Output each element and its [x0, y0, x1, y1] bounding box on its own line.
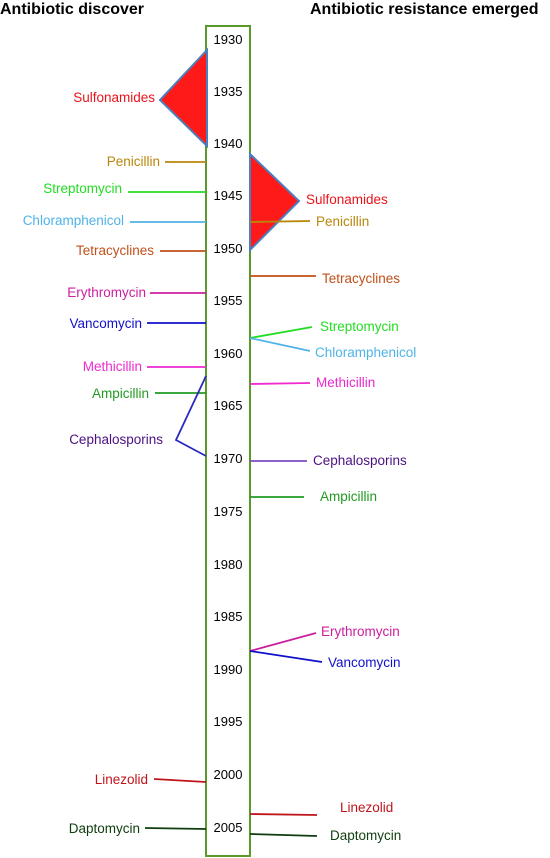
- year-label: 1990: [214, 662, 243, 677]
- discovery-sulfonamides-label: Sulfonamides: [73, 90, 155, 105]
- year-label: 1950: [214, 241, 243, 256]
- year-label: 1980: [214, 557, 243, 572]
- year-label: 1935: [214, 84, 243, 99]
- discovery-markers: Sulfonamides Penicillin Streptomycin Chl…: [23, 47, 208, 836]
- discovery-streptomycin-label: Streptomycin: [43, 181, 122, 196]
- discovery-sulfonamides-triangle: [158, 47, 208, 149]
- year-label: 1965: [214, 398, 243, 413]
- discovery-cephalosporins-line: [174, 375, 207, 457]
- resistance-methicillin-label: Methicillin: [316, 375, 375, 390]
- resistance-erythromycin-line: [249, 632, 317, 652]
- timeline-bar: [205, 25, 251, 857]
- resistance-daptomycin-label: Daptomycin: [330, 828, 401, 843]
- resistance-vancomycin-label: Vancomycin: [328, 655, 401, 670]
- discovery-penicillin-label: Penicillin: [107, 154, 160, 169]
- resistance-chloramphenicol-label: Chloramphenicol: [315, 345, 416, 360]
- discovery-cephalosporins-label: Cephalosporins: [69, 432, 163, 447]
- resistance-penicillin-line: [249, 220, 311, 223]
- discovery-vancomycin-label: Vancomycin: [69, 316, 142, 331]
- year-label: 2000: [214, 767, 243, 782]
- resistance-erythromycin-label: Erythromycin: [321, 624, 400, 639]
- resistance-vancomycin-line: [249, 650, 323, 663]
- year-label: 1940: [214, 136, 243, 151]
- discovery-header: Antibiotic discover: [0, 1, 144, 18]
- resistance-header: Antibiotic resistance emerged: [310, 1, 539, 18]
- discovery-linezolid-label: Linezolid: [95, 772, 148, 787]
- resistance-daptomycin-line: [249, 833, 318, 837]
- year-label: 1955: [214, 293, 243, 308]
- year-label: 1970: [214, 451, 243, 466]
- discovery-daptomycin-label: Daptomycin: [69, 821, 140, 836]
- year-label: 1945: [214, 188, 243, 203]
- resistance-ampicillin-label: Ampicillin: [320, 489, 377, 504]
- resistance-penicillin-label: Penicillin: [316, 214, 369, 229]
- discovery-chloramphenicol-label: Chloramphenicol: [23, 213, 124, 228]
- year-label: 1930: [214, 32, 243, 47]
- discovery-daptomycin-line: [144, 827, 207, 830]
- resistance-sulfonamides-triangle: [249, 151, 301, 253]
- resistance-streptomycin-label: Streptomycin: [320, 319, 399, 334]
- resistance-streptomycin-line: [249, 326, 313, 339]
- discovery-linezolid-line: [153, 778, 207, 783]
- resistance-linezolid-label: Linezolid: [340, 800, 393, 815]
- year-label: 1985: [214, 609, 243, 624]
- resistance-chloramphenicol-line: [249, 337, 311, 352]
- year-labels: 1930 1935 1940 1945 1950 1955 1960 1965 …: [214, 32, 243, 835]
- year-label: 1975: [214, 504, 243, 519]
- resistance-linezolid-line: [249, 813, 318, 816]
- resistance-tetracyclines-label: Tetracyclines: [322, 271, 400, 286]
- discovery-erythromycin-label: Erythromycin: [67, 285, 146, 300]
- resistance-methicillin-line: [249, 382, 311, 385]
- resistance-markers: Sulfonamides Penicillin Tetracyclines St…: [249, 151, 416, 843]
- resistance-sulfonamides-label: Sulfonamides: [306, 192, 388, 207]
- discovery-methicillin-label: Methicillin: [83, 359, 142, 374]
- discovery-ampicillin-label: Ampicillin: [92, 386, 149, 401]
- year-label: 2005: [214, 820, 243, 835]
- year-label: 1960: [214, 346, 243, 361]
- discovery-tetracyclines-label: Tetracyclines: [76, 243, 154, 258]
- year-label: 1995: [214, 714, 243, 729]
- resistance-cephalosporins-label: Cephalosporins: [313, 453, 407, 468]
